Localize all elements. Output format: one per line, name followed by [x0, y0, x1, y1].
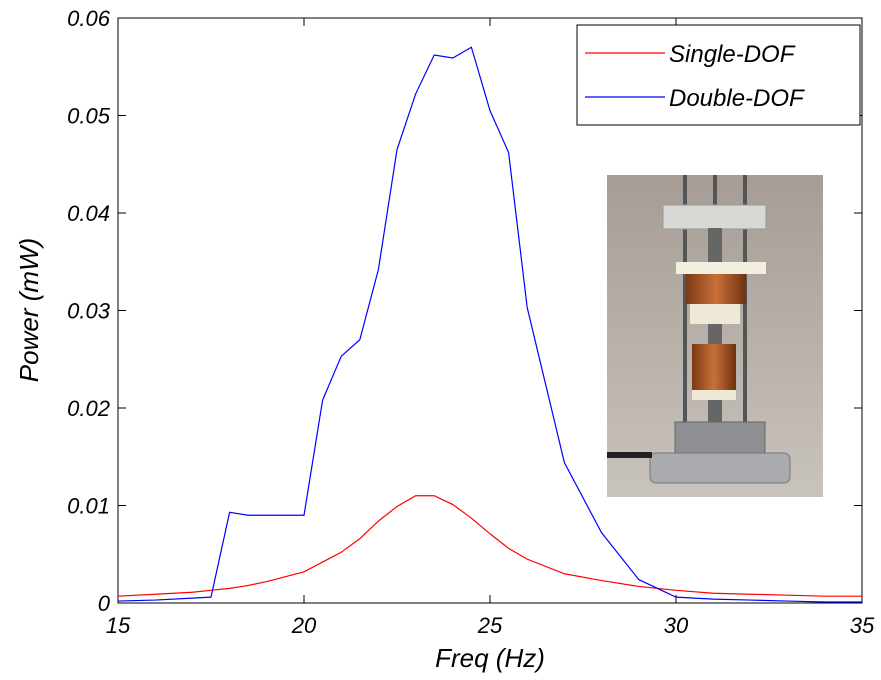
y-axis-label: Power (mW) [14, 238, 44, 382]
y-tick-label: 0 [98, 591, 111, 616]
x-tick-label: 20 [291, 613, 317, 638]
x-tick-label: 35 [850, 613, 875, 638]
x-tick-label: 15 [106, 613, 131, 638]
x-tick-label: 25 [477, 613, 503, 638]
x-axis-label: Freq (Hz) [435, 643, 545, 673]
inset-photo [607, 175, 823, 497]
legend-box [576, 24, 861, 126]
y-tick-label: 0.06 [67, 6, 111, 31]
legend: Single-DOF Double-DOF [576, 24, 861, 126]
x-tick-label: 30 [664, 613, 689, 638]
legend-label: Single-DOF [669, 41, 796, 68]
y-tick-label: 0.05 [67, 104, 111, 129]
y-tick-label: 0.02 [67, 396, 110, 421]
y-tick-label: 0.03 [67, 299, 111, 324]
y-tick-label: 0.01 [67, 494, 110, 519]
series-line [117, 46, 862, 603]
legend-label: Double-DOF [669, 85, 805, 112]
y-tick-label: 0.04 [67, 201, 110, 226]
series-line [117, 495, 862, 597]
